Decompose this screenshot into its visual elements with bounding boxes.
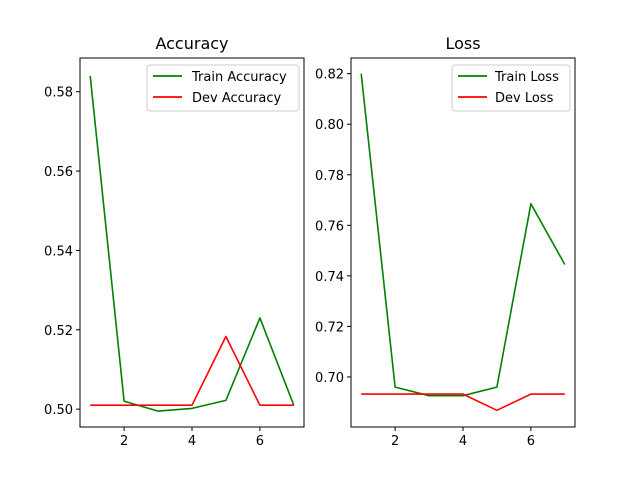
y-tick-label: 0.72 (315, 320, 344, 335)
legend: Train Accuracy Dev Accuracy (146, 64, 300, 112)
x-tick-label: 4 (459, 434, 467, 449)
legend-box (146, 64, 300, 112)
y-tick-label: 0.80 (315, 118, 344, 133)
x-tick-label: 2 (391, 434, 399, 449)
series-line-dev-loss (361, 393, 565, 412)
y-tick-label: 0.70 (315, 371, 344, 386)
loss-chart-panel: Loss 2 4 6 0.70 0.72 0.74 0.76 0.78 0.80 0.82 Tra… (315, 34, 576, 449)
y-tick-label: 0.74 (315, 270, 344, 285)
chart-title: Loss (445, 34, 480, 53)
y-tick-label: 0.56 (44, 165, 73, 180)
x-tick-label: 4 (188, 434, 196, 449)
series-line-dev-accuracy (90, 335, 294, 407)
chart-title: Accuracy (155, 34, 228, 53)
legend-label-dev-loss: Dev Loss (495, 91, 554, 106)
legend-label-train-loss: Train Loss (494, 70, 559, 85)
plot-frame (350, 57, 576, 428)
y-tick-label: 0.58 (44, 86, 73, 101)
x-tick-label: 6 (527, 434, 535, 449)
series-lines (89, 75, 295, 412)
series-lines (360, 73, 566, 412)
y-tick-label: 0.54 (44, 244, 73, 259)
series-line-train-loss (360, 73, 566, 397)
series-line-train-accuracy (89, 75, 295, 412)
legend-label-dev-accuracy: Dev Accuracy (192, 91, 281, 106)
y-tick-label: 0.82 (315, 68, 344, 83)
x-tick-label: 2 (120, 434, 128, 449)
y-tick-label: 0.78 (315, 169, 344, 184)
legend: Train Loss Dev Loss (451, 64, 571, 112)
accuracy-chart-panel: Accuracy 2 4 6 0.50 0.52 0.54 0.56 0.58 Train A… (44, 34, 305, 449)
plot-frame (79, 57, 305, 428)
y-tick-label: 0.76 (315, 219, 344, 234)
y-tick-label: 0.50 (44, 403, 73, 418)
x-tick-label: 6 (256, 434, 264, 449)
y-tick-label: 0.52 (44, 324, 73, 339)
axis-ticks: 2 4 6 0.70 0.72 0.74 0.76 0.78 0.80 0.82 (315, 68, 535, 449)
axis-ticks: 2 4 6 0.50 0.52 0.54 0.56 0.58 (44, 86, 264, 449)
legend-label-train-accuracy: Train Accuracy (191, 70, 287, 85)
